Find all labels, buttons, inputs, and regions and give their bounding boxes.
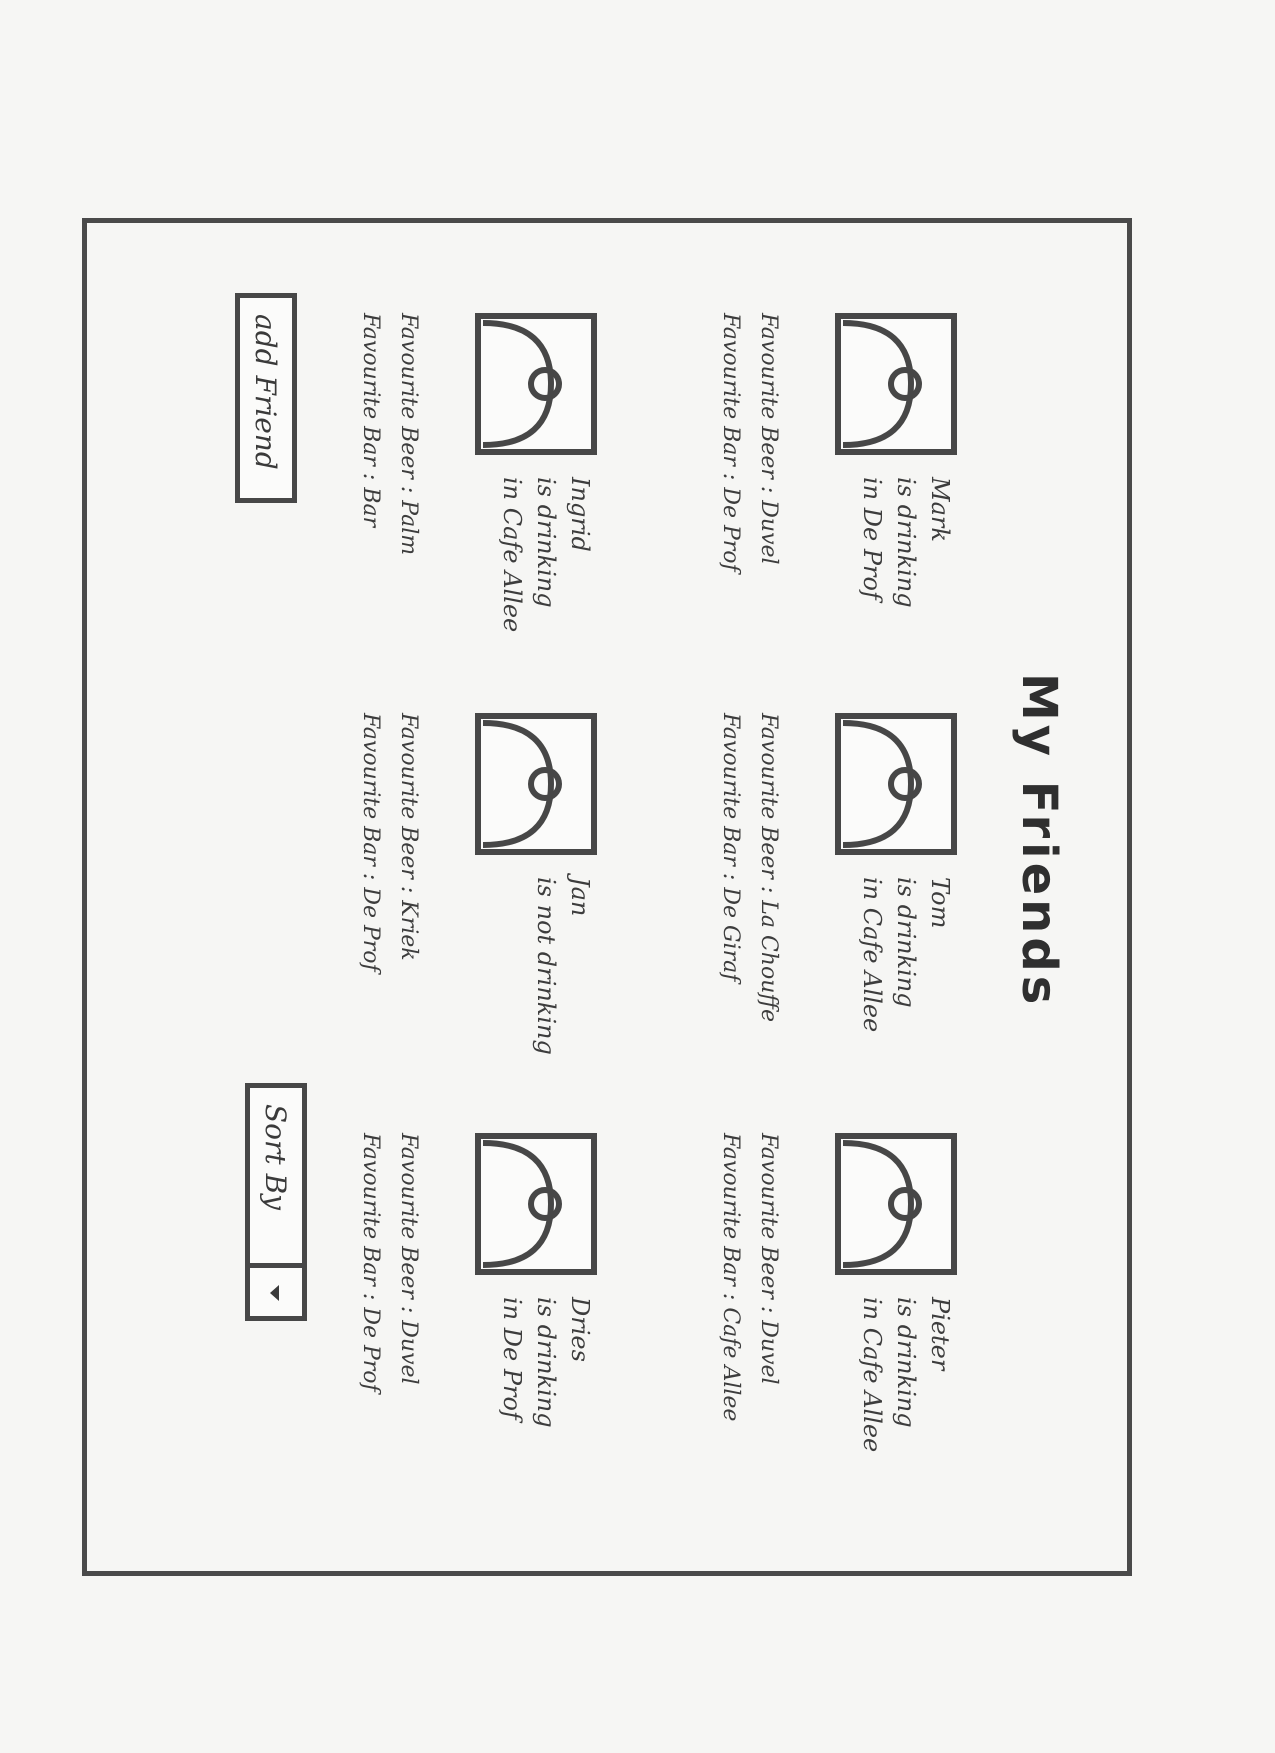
add-friend-label: add Friend: [249, 314, 283, 470]
friend-status: Mark is drinking in De Prof: [855, 477, 957, 717]
friend-name: Ingrid: [566, 477, 594, 552]
friend-card[interactable]: Mark is drinking in De Prof Favourite Be…: [627, 313, 957, 733]
friend-status-location: in Cafe Allee: [498, 477, 526, 633]
favourite-beer: Favourite Beer : Duvel: [396, 1133, 421, 1385]
friend-status: Jan is not drinking: [529, 877, 597, 1117]
friend-name: Dries: [566, 1297, 594, 1362]
chevron-down-icon[interactable]: [262, 1280, 288, 1306]
favourite-bar: Favourite Bar : Cafe Allee: [718, 1133, 743, 1422]
friend-status: Dries is drinking in De Prof: [495, 1297, 597, 1537]
app-screen: My Friends Mark is drinking in De Prof F…: [82, 218, 1132, 1576]
friend-card[interactable]: Jan is not drinking Favourite Beer : Kri…: [267, 713, 597, 1133]
friend-status-line: is not drinking: [532, 877, 560, 1055]
person-placeholder-icon: [482, 320, 562, 448]
friend-card[interactable]: Pieter is drinking in Cafe Allee Favouri…: [627, 1133, 957, 1553]
friend-favourites: Favourite Beer : Kriek Favourite Bar : D…: [351, 713, 427, 1133]
favourite-beer: Favourite Beer : Palm: [396, 313, 421, 556]
friend-name: Jan: [566, 877, 594, 917]
friend-status-line: is drinking: [532, 477, 560, 608]
page-title: My Friends: [1011, 673, 1067, 1009]
friend-favourites: Favourite Beer : Palm Favourite Bar : Ba…: [351, 313, 427, 733]
friend-status-line: is drinking: [892, 877, 920, 1008]
person-placeholder-icon: [842, 720, 922, 848]
friend-status-location: in Cafe Allee: [858, 1297, 886, 1453]
favourite-bar: Favourite Bar : De Prof: [718, 313, 743, 572]
favourite-beer: Favourite Beer : La Chouffe: [756, 713, 781, 1022]
person-placeholder-icon: [482, 1140, 562, 1268]
friend-avatar: [475, 313, 597, 455]
friend-name: Tom: [926, 877, 954, 929]
friend-status-line: is drinking: [892, 1297, 920, 1428]
friend-favourites: Favourite Beer : Duvel Favourite Bar : C…: [711, 1133, 787, 1553]
favourite-bar: Favourite Bar : De Giraf: [718, 713, 743, 982]
friend-status-location: in De Prof: [498, 1297, 526, 1420]
person-placeholder-icon: [842, 320, 922, 448]
friend-avatar: [475, 713, 597, 855]
sort-by-dropdown[interactable]: Sort By: [245, 1083, 307, 1321]
friend-status-line: is drinking: [892, 477, 920, 608]
friend-status: Pieter is drinking in Cafe Allee: [855, 1297, 957, 1537]
favourite-bar: Favourite Bar : De Prof: [358, 713, 383, 972]
friend-card[interactable]: Ingrid is drinking in Cafe Allee Favouri…: [267, 313, 597, 733]
friend-status-line: is drinking: [532, 1297, 560, 1428]
friend-card[interactable]: Tom is drinking in Cafe Allee Favourite …: [627, 713, 957, 1133]
favourite-beer: Favourite Beer : Kriek: [396, 713, 421, 961]
friend-favourites: Favourite Beer : La Chouffe Favourite Ba…: [711, 713, 787, 1133]
friend-avatar: [835, 313, 957, 455]
friend-status-location: in Cafe Allee: [858, 877, 886, 1033]
friend-status-location: in De Prof: [858, 477, 886, 600]
friend-name: Pieter: [926, 1297, 954, 1371]
friend-avatar: [475, 1133, 597, 1275]
friend-status: Tom is drinking in Cafe Allee: [855, 877, 957, 1117]
person-placeholder-icon: [482, 720, 562, 848]
favourite-beer: Favourite Beer : Duvel: [756, 313, 781, 565]
screen-content: My Friends Mark is drinking in De Prof F…: [87, 223, 1127, 1571]
friend-status: Ingrid is drinking in Cafe Allee: [495, 477, 597, 717]
friend-favourites: Favourite Beer : Duvel Favourite Bar : D…: [711, 313, 787, 733]
friend-favourites: Favourite Beer : Duvel Favourite Bar : D…: [351, 1133, 427, 1553]
sort-by-label: Sort By: [259, 1104, 293, 1210]
friend-card[interactable]: Dries is drinking in De Prof Favourite B…: [267, 1133, 597, 1553]
favourite-bar: Favourite Bar : Bar: [358, 313, 383, 528]
person-placeholder-icon: [842, 1140, 922, 1268]
favourite-beer: Favourite Beer : Duvel: [756, 1133, 781, 1385]
favourite-bar: Favourite Bar : De Prof: [358, 1133, 383, 1392]
add-friend-button[interactable]: add Friend: [235, 293, 297, 503]
friend-avatar: [835, 713, 957, 855]
friend-name: Mark: [926, 477, 954, 542]
dropdown-divider: [250, 1263, 302, 1268]
friend-avatar: [835, 1133, 957, 1275]
